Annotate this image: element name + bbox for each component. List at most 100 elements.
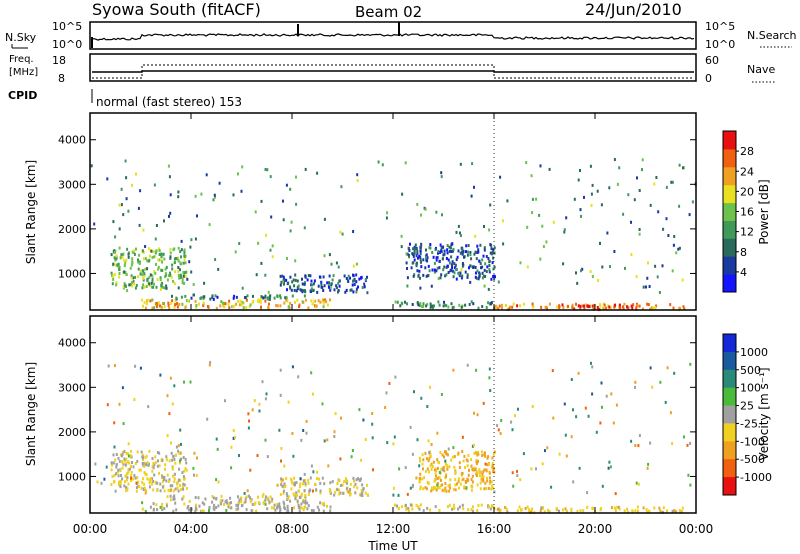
echo-cell — [127, 252, 130, 256]
echo-cell — [422, 458, 425, 462]
echo-cell — [117, 456, 120, 460]
echo-cell — [346, 479, 349, 483]
echo-cell — [686, 443, 689, 447]
echo-cell — [182, 477, 185, 481]
echo-cell — [157, 258, 160, 262]
echo-cell — [558, 304, 561, 308]
echo-cell — [358, 277, 361, 281]
echo-cell — [452, 507, 455, 510]
echo-cell — [124, 261, 127, 265]
echo-cell — [223, 305, 226, 309]
echo-cell — [362, 487, 365, 491]
echo-cell — [241, 165, 244, 169]
echo-cell — [253, 399, 256, 403]
echo-cell — [161, 485, 164, 489]
echo-cell — [409, 503, 412, 507]
echo-cell — [131, 284, 134, 288]
echo-cell — [591, 392, 594, 396]
echo-cell — [626, 305, 629, 309]
echo-cell — [449, 486, 451, 490]
echo-cell — [155, 301, 158, 305]
echo-cell — [163, 305, 166, 308]
echo-cell — [443, 265, 446, 269]
echo-cell — [440, 393, 443, 396]
echo-cell — [158, 258, 161, 262]
echo-cell — [678, 204, 681, 208]
echo-cell — [441, 483, 444, 487]
echo-cell — [475, 458, 478, 462]
echo-cell — [171, 263, 174, 267]
echo-cell — [386, 211, 389, 215]
echo-cell — [175, 508, 178, 512]
echo-cell — [653, 182, 656, 186]
echo-cell — [148, 478, 151, 482]
echo-cell — [222, 301, 225, 305]
echo-cell — [223, 503, 225, 506]
echo-cell — [583, 195, 585, 199]
echo-cell — [580, 269, 582, 273]
echo-cell — [630, 253, 633, 257]
echo-cell — [476, 509, 479, 512]
echo-cell — [181, 302, 184, 306]
echo-cell — [494, 305, 497, 309]
echo-cell — [481, 276, 484, 280]
echo-cell — [352, 290, 355, 294]
echo-cell — [141, 249, 144, 253]
echo-cell — [232, 436, 235, 440]
echo-cell — [440, 249, 443, 253]
echo-cell — [166, 495, 169, 499]
echo-cell — [412, 254, 415, 258]
echo-cell — [587, 305, 590, 308]
echo-cell — [245, 298, 248, 302]
echo-cell — [405, 507, 408, 511]
echo-cell — [486, 463, 489, 467]
echo-cell — [161, 475, 164, 479]
echo-cell — [393, 435, 396, 439]
echo-cell — [130, 263, 133, 267]
echo-cell — [399, 304, 402, 308]
echo-cell — [551, 369, 554, 373]
echo-cell — [488, 270, 491, 274]
echo-cell — [512, 302, 515, 306]
echo-cell — [543, 510, 546, 514]
echo-cell — [295, 289, 298, 293]
echo-cell — [505, 304, 507, 307]
echo-cell — [470, 257, 473, 261]
echo-cell — [287, 495, 290, 499]
echo-cell — [177, 270, 180, 273]
echo-cell — [623, 509, 626, 513]
echo-cell — [179, 459, 181, 463]
echo-cell — [526, 225, 529, 229]
echo-cell — [618, 166, 621, 170]
echo-cell — [119, 469, 122, 473]
echo-cell — [433, 304, 435, 308]
echo-cell — [142, 278, 145, 282]
velocity-x-axis: 00:00 04:00 08:00 12:00 16:00 20:00 00:00 — [73, 316, 713, 536]
echo-cell — [579, 509, 582, 513]
echo-cell — [400, 234, 403, 238]
echo-cell — [485, 255, 488, 258]
echo-cell — [540, 305, 543, 309]
echo-cell — [112, 453, 115, 457]
echo-cell — [304, 496, 307, 500]
echo-cell — [493, 251, 496, 255]
echo-cell — [184, 306, 187, 310]
echo-cell — [518, 505, 521, 509]
echo-cell — [297, 284, 300, 288]
echo-cell — [151, 274, 154, 278]
echo-cell — [186, 506, 189, 510]
echo-cell — [215, 437, 218, 441]
echo-cell — [162, 252, 165, 256]
echo-cell — [571, 303, 574, 307]
echo-cell — [450, 250, 453, 253]
echo-cell — [422, 273, 425, 277]
echo-cell — [215, 478, 218, 482]
echo-cell — [322, 275, 325, 279]
echo-cell — [418, 304, 421, 307]
echo-cell — [571, 305, 574, 309]
echo-cell — [153, 306, 155, 310]
echo-cell — [477, 248, 480, 252]
echo-cell — [468, 468, 470, 472]
echo-cell — [364, 491, 367, 495]
echo-cell — [415, 264, 418, 268]
